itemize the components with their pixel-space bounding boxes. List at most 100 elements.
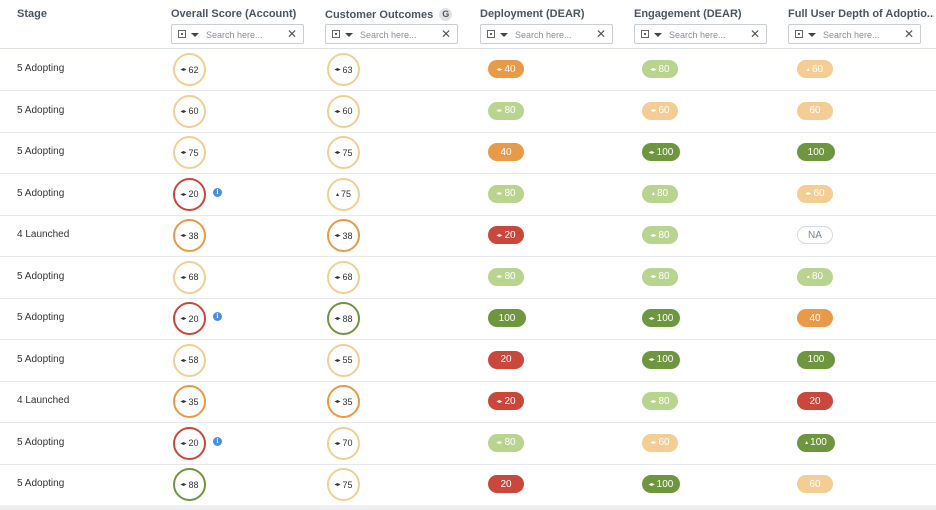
overall-score-circle[interactable]: ◂▸ 20 bbox=[173, 177, 206, 211]
customer-outcomes-circle[interactable]: ◂▸ 60 bbox=[327, 94, 360, 128]
column-header-customer-outcomes[interactable]: Customer Outcomes G ✕ bbox=[324, 0, 478, 48]
customer-outcomes-circle[interactable]: ◂▸ 88 bbox=[327, 302, 360, 335]
deployment-search-input[interactable] bbox=[515, 28, 591, 41]
column-header-deployment[interactable]: Deployment (DEAR) ✕ bbox=[478, 0, 632, 48]
overall-score-circle[interactable]: ◂▸ 20 bbox=[173, 426, 206, 460]
customer-outcomes-circle[interactable]: ◂▸ 63 bbox=[327, 53, 360, 86]
overall-score-circle[interactable]: ◂▸ 58 bbox=[173, 343, 206, 377]
table-row[interactable]: 5 Adopting ◂▸ 58 ◂▸ 55 20 ◂▸ 100 100 bbox=[0, 340, 936, 382]
engagement-pill[interactable]: ◂▸ 100 bbox=[642, 143, 680, 161]
deployment-pill[interactable]: 100 bbox=[488, 309, 526, 327]
full-user-depth-pill[interactable]: ▴ 100 bbox=[797, 433, 835, 452]
chevron-down-icon[interactable] bbox=[345, 33, 353, 37]
customer-outcomes-circle[interactable]: ◂▸ 75 bbox=[327, 468, 360, 501]
engagement-pill[interactable]: ◂▸ 60 bbox=[642, 433, 678, 452]
column-header-full-user-depth[interactable]: Full User Depth of Adoptio... ✕ bbox=[786, 0, 936, 48]
clear-icon[interactable]: ✕ bbox=[903, 27, 914, 41]
table-row[interactable]: 5 Adopting ◂▸ 20 i ◂▸ 70 ◂▸ 80 ◂▸ 60 ▴ 100 bbox=[0, 423, 936, 465]
full-user-depth-pill[interactable]: NA bbox=[797, 226, 833, 244]
chevron-down-icon[interactable] bbox=[500, 33, 508, 37]
overall-score-circle[interactable]: ◂▸ 88 bbox=[173, 468, 206, 501]
deployment-pill[interactable]: 20 bbox=[488, 350, 524, 369]
filter-type-icon[interactable] bbox=[332, 30, 340, 38]
customer-outcomes-circle[interactable]: ▴ 75 bbox=[327, 177, 360, 211]
overall-score-circle[interactable]: ◂▸ 62 bbox=[173, 53, 206, 86]
deployment-pill[interactable]: 20 bbox=[488, 475, 524, 493]
table-row[interactable]: 5 Adopting ◂▸ 88 ◂▸ 75 20 ◂▸ 100 60 bbox=[0, 464, 936, 506]
overall-score-circle[interactable]: ◂▸ 75 bbox=[173, 136, 206, 169]
engagement-pill[interactable]: ◂▸ 60 bbox=[642, 101, 678, 120]
full-user-depth-pill[interactable]: 60 bbox=[797, 101, 833, 120]
full-user-depth-pill[interactable]: ▴ 80 bbox=[797, 267, 833, 286]
deployment-pill[interactable]: ◂▸ 20 bbox=[488, 392, 524, 410]
full-user-depth-search-input[interactable] bbox=[823, 28, 899, 41]
deployment-pill[interactable]: ◂▸ 80 bbox=[488, 101, 524, 120]
overall-score-circle[interactable]: ◂▸ 60 bbox=[173, 94, 206, 128]
overall-score-circle[interactable]: ◂▸ 68 bbox=[173, 260, 206, 294]
customer-outcomes-circle[interactable]: ◂▸ 55 bbox=[327, 343, 360, 377]
customer-outcomes-circle[interactable]: ◂▸ 75 bbox=[327, 136, 360, 169]
customer-outcomes-circle[interactable]: ◂▸ 35 bbox=[327, 385, 360, 418]
filter-type-icon[interactable] bbox=[178, 30, 186, 38]
full-user-depth-pill[interactable]: ◂▸ 60 bbox=[797, 184, 833, 203]
customer-outcomes-circle[interactable]: ◂▸ 68 bbox=[327, 260, 360, 294]
engagement-pill[interactable]: ◂▸ 80 bbox=[642, 267, 678, 286]
full-user-depth-pill[interactable]: 40 bbox=[797, 309, 833, 327]
table-row[interactable]: 4 Launched ◂▸ 38 ◂▸ 38 ◂▸ 20 ◂▸ 80 NA bbox=[0, 215, 936, 257]
filter-type-icon[interactable] bbox=[487, 30, 495, 38]
column-header-engagement[interactable]: Engagement (DEAR) ✕ bbox=[632, 0, 786, 48]
filter-type-icon[interactable] bbox=[795, 30, 803, 38]
column-header-stage[interactable]: Stage bbox=[0, 0, 170, 48]
customer-outcomes-circle[interactable]: ◂▸ 38 bbox=[327, 219, 360, 252]
engagement-pill[interactable]: ◂▸ 100 bbox=[642, 475, 680, 493]
score-value: 100 bbox=[656, 312, 674, 324]
chevron-down-icon[interactable] bbox=[808, 33, 816, 37]
column-header-overall-score[interactable]: Overall Score (Account) ✕ bbox=[170, 0, 324, 48]
customer-outcomes-circle[interactable]: ◂▸ 70 bbox=[327, 426, 360, 460]
full-user-depth-pill[interactable]: 100 bbox=[797, 350, 835, 369]
deployment-pill[interactable]: ◂▸ 40 bbox=[488, 60, 524, 78]
info-icon[interactable]: i bbox=[213, 436, 222, 446]
table-row[interactable]: 4 Launched ◂▸ 35 ◂▸ 35 ◂▸ 20 ◂▸ 80 20 bbox=[0, 381, 936, 423]
overall-score-circle[interactable]: ◂▸ 38 bbox=[173, 219, 206, 252]
engagement-search-input[interactable] bbox=[669, 28, 745, 41]
clear-icon[interactable]: ✕ bbox=[286, 27, 297, 41]
clear-icon[interactable]: ✕ bbox=[440, 27, 451, 41]
full-user-depth-pill[interactable]: 100 bbox=[797, 143, 835, 161]
deployment-pill[interactable]: 40 bbox=[488, 143, 524, 161]
chevron-down-icon[interactable] bbox=[191, 33, 199, 37]
customer-outcomes-search-input[interactable] bbox=[360, 28, 436, 41]
score-value: 60 bbox=[813, 188, 825, 199]
engagement-pill[interactable]: ◂▸ 100 bbox=[642, 309, 680, 327]
overall-score-search-input[interactable] bbox=[206, 28, 282, 41]
table-row[interactable]: 5 Adopting ◂▸ 68 ◂▸ 68 ◂▸ 80 ◂▸ 80 ▴ 80 bbox=[0, 257, 936, 299]
full-user-depth-pill[interactable]: ▴ 60 bbox=[797, 60, 833, 78]
clear-icon[interactable]: ✕ bbox=[749, 27, 760, 41]
deployment-pill[interactable]: ◂▸ 80 bbox=[488, 184, 524, 203]
overall-score-circle[interactable]: ◂▸ 35 bbox=[173, 385, 206, 418]
deployment-pill[interactable]: ◂▸ 80 bbox=[488, 267, 524, 286]
engagement-pill[interactable]: ◂▸ 100 bbox=[642, 350, 680, 369]
table-row[interactable]: 5 Adopting ◂▸ 20 i ◂▸ 88 100 ◂▸ 100 40 bbox=[0, 298, 936, 340]
info-icon[interactable]: i bbox=[213, 312, 222, 321]
chevron-down-icon[interactable] bbox=[654, 33, 662, 37]
info-icon[interactable]: i bbox=[213, 187, 222, 197]
filter-type-icon[interactable] bbox=[641, 30, 649, 38]
full-user-depth-pill[interactable]: 60 bbox=[797, 475, 833, 493]
full-user-depth-pill[interactable]: 20 bbox=[797, 392, 833, 410]
score-value: 80 bbox=[658, 271, 670, 282]
table-row[interactable]: 5 Adopting ◂▸ 75 ◂▸ 75 40 ◂▸ 100 100 bbox=[0, 132, 936, 174]
table-row[interactable]: 5 Adopting ◂▸ 20 i ▴ 75 ◂▸ 80 ▴ 80 ◂▸ 60 bbox=[0, 174, 936, 216]
deployment-pill[interactable]: ◂▸ 20 bbox=[488, 226, 524, 244]
engagement-pill[interactable]: ◂▸ 80 bbox=[642, 392, 678, 410]
overall-score-circle[interactable]: ◂▸ 20 bbox=[173, 302, 206, 335]
table-row[interactable]: 5 Adopting ◂▸ 60 ◂▸ 60 ◂▸ 80 ◂▸ 60 60 bbox=[0, 91, 936, 133]
score-value: 60 bbox=[809, 105, 821, 116]
clear-icon[interactable]: ✕ bbox=[595, 27, 606, 41]
table-row[interactable]: 5 Adopting ◂▸ 62 ◂▸ 63 ◂▸ 40 ◂▸ 80 ▴ 60 bbox=[0, 49, 936, 91]
horizontal-scrollbar[interactable] bbox=[0, 505, 936, 510]
engagement-pill[interactable]: ◂▸ 80 bbox=[642, 226, 678, 244]
deployment-pill[interactable]: ◂▸ 80 bbox=[488, 433, 524, 452]
engagement-pill[interactable]: ▴ 80 bbox=[642, 184, 678, 203]
engagement-pill[interactable]: ◂▸ 80 bbox=[642, 60, 678, 78]
